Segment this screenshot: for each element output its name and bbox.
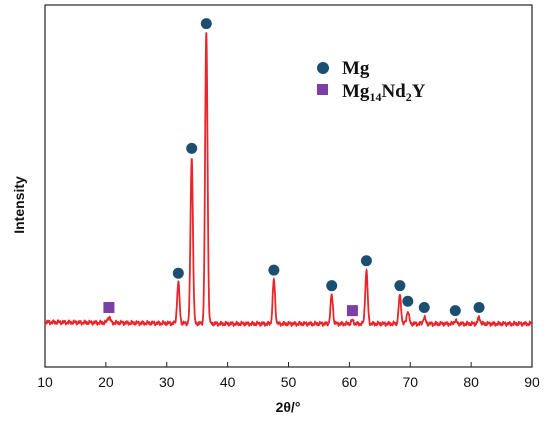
marker-mg14nd2y (103, 302, 115, 314)
marker-mg (418, 302, 430, 314)
x-axis-tick-labels: 10 20 30 40 50 60 70 80 90 (37, 374, 540, 390)
x-tick-label: 30 (159, 374, 175, 390)
legend-label-mg: Mg (342, 58, 370, 79)
x-tick-label: 40 (220, 374, 236, 390)
phase-markers (103, 18, 485, 317)
x-tick-label: 70 (402, 374, 418, 390)
x-axis-title: 2θ/° (276, 399, 301, 415)
x-axis-ticks (44, 362, 533, 367)
marker-mg (268, 264, 280, 276)
marker-mg (326, 280, 338, 292)
legend: Mg Mg14Nd2Y (317, 58, 426, 104)
x-tick-label: 60 (342, 374, 358, 390)
x-tick-label: 20 (98, 374, 114, 390)
legend-label-mg14nd2y: Mg14Nd2Y (342, 81, 426, 104)
marker-mg14nd2y (346, 305, 358, 317)
marker-mg (402, 295, 414, 307)
marker-mg (394, 280, 406, 292)
marker-mg (449, 305, 461, 317)
y-axis-title: Intensity (11, 176, 27, 234)
legend-marker-mg14nd2y (317, 84, 328, 95)
marker-mg (200, 18, 212, 30)
marker-mg (186, 142, 198, 154)
legend-marker-mg (317, 62, 329, 74)
x-tick-label: 80 (463, 374, 479, 390)
marker-mg (360, 255, 372, 267)
series-line (44, 32, 533, 328)
marker-mg (473, 302, 485, 314)
x-tick-label: 90 (524, 374, 540, 390)
x-tick-label: 10 (37, 374, 53, 390)
x-tick-label: 50 (281, 374, 297, 390)
marker-mg (172, 267, 184, 279)
